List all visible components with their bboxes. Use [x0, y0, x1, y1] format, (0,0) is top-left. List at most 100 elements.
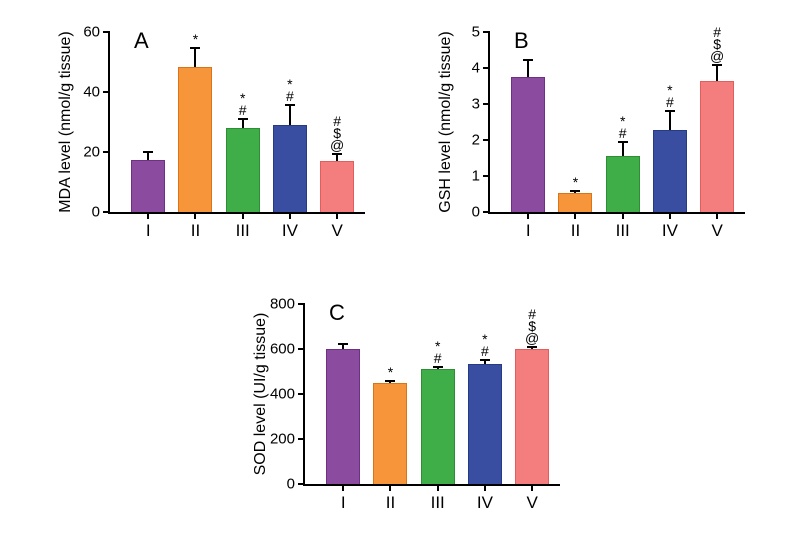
x-tick-label: IV — [282, 212, 298, 241]
error-bar-cap — [190, 47, 200, 49]
panel-letter: B — [514, 28, 529, 54]
x-tick-label: III — [616, 212, 630, 241]
bar — [468, 364, 502, 484]
bar — [273, 125, 307, 212]
y-tick-label: 40 — [83, 84, 110, 101]
panel-letter: C — [329, 300, 345, 326]
y-tick-label: 0 — [472, 204, 490, 221]
bar — [326, 349, 360, 484]
y-tick-label: 0 — [92, 204, 110, 221]
plot-area: 0204060MDA level (nmol/g tissue)AIII*III… — [108, 32, 365, 214]
panel-b: 012345GSH level (nmol/g tissue)BIII*III*… — [420, 10, 770, 250]
significance-symbol: @ — [525, 332, 539, 344]
bar — [178, 67, 212, 213]
y-tick-label: 3 — [472, 96, 490, 113]
x-tick-label: V — [711, 212, 722, 241]
significance-label: #$@ — [525, 308, 539, 344]
significance-label: *# — [286, 78, 294, 102]
y-tick-label: 200 — [270, 431, 305, 448]
error-bar-cap — [712, 64, 722, 66]
panel-letter: A — [134, 28, 149, 54]
error-bar-cap — [527, 346, 537, 348]
significance-symbol: * — [388, 366, 393, 378]
bar — [511, 77, 545, 212]
significance-label: *# — [239, 92, 247, 116]
error-bar — [289, 104, 291, 125]
x-tick-label: III — [236, 212, 250, 241]
figure: 0204060MDA level (nmol/g tissue)AIII*III… — [0, 0, 800, 534]
bar — [373, 383, 407, 484]
error-bar-cap — [570, 190, 580, 192]
error-bar-cap — [285, 104, 295, 106]
bar — [515, 349, 549, 484]
significance-label: * — [573, 176, 578, 188]
error-bar — [716, 64, 718, 80]
bar — [421, 369, 455, 484]
panel-a: 0204060MDA level (nmol/g tissue)AIII*III… — [30, 10, 380, 250]
significance-label: *# — [666, 84, 674, 108]
error-bar-cap — [338, 343, 348, 345]
x-tick-label: V — [331, 212, 342, 241]
significance-symbol: * — [573, 176, 578, 188]
significance-label: *# — [434, 340, 442, 364]
bar — [653, 130, 687, 212]
bar — [558, 193, 592, 212]
significance-symbol: # — [666, 96, 674, 108]
significance-symbol: @ — [710, 50, 724, 62]
y-tick-label: 4 — [472, 60, 490, 77]
error-bar-cap — [480, 359, 490, 361]
bar — [226, 128, 260, 212]
bar — [320, 161, 354, 212]
x-tick-label: I — [146, 212, 151, 241]
significance-symbol: @ — [330, 139, 344, 151]
x-tick-label: V — [526, 484, 537, 513]
error-bar-cap — [143, 151, 153, 153]
error-bar — [622, 141, 624, 156]
significance-symbol: # — [286, 90, 294, 102]
bar — [606, 156, 640, 212]
significance-label: *# — [481, 333, 489, 357]
y-tick-label: 800 — [270, 296, 305, 313]
y-axis-label: MDA level (nmol/g tissue) — [57, 31, 75, 212]
y-tick-label: 5 — [472, 24, 490, 41]
y-tick-label: 60 — [83, 24, 110, 41]
y-tick-label: 400 — [270, 386, 305, 403]
error-bar-cap — [618, 141, 628, 143]
significance-label: *# — [619, 115, 627, 139]
x-tick-label: IV — [477, 484, 493, 513]
error-bar — [194, 47, 196, 67]
error-bar — [669, 110, 671, 130]
plot-area: 012345GSH level (nmol/g tissue)BIII*III*… — [488, 32, 745, 214]
significance-symbol: # — [239, 104, 247, 116]
error-bar-cap — [238, 118, 248, 120]
y-axis-label: GSH level (nmol/g tissue) — [437, 31, 455, 212]
plot-area: 0200400600800SOD level (UI/g tissue)CIII… — [303, 304, 560, 486]
bar — [700, 81, 734, 212]
significance-symbol: # — [434, 352, 442, 364]
y-axis-label: SOD level (UI/g tissue) — [252, 313, 270, 476]
significance-symbol: # — [481, 345, 489, 357]
x-tick-label: IV — [662, 212, 678, 241]
error-bar-cap — [523, 59, 533, 61]
panel-c: 0200400600800SOD level (UI/g tissue)CIII… — [215, 282, 585, 522]
error-bar — [527, 59, 529, 77]
significance-symbol: * — [193, 33, 198, 45]
significance-label: #$@ — [330, 115, 344, 151]
error-bar-cap — [332, 153, 342, 155]
x-tick-label: I — [526, 212, 531, 241]
y-tick-label: 2 — [472, 132, 490, 149]
x-tick-label: II — [386, 484, 395, 513]
error-bar-cap — [433, 366, 443, 368]
y-tick-label: 600 — [270, 341, 305, 358]
significance-label: * — [193, 33, 198, 45]
error-bar-cap — [385, 380, 395, 382]
significance-symbol: # — [619, 127, 627, 139]
y-tick-label: 20 — [83, 144, 110, 161]
bar — [131, 160, 165, 213]
x-tick-label: I — [341, 484, 346, 513]
error-bar-cap — [665, 110, 675, 112]
y-tick-label: 0 — [287, 476, 305, 493]
y-tick-label: 1 — [472, 168, 490, 185]
x-tick-label: III — [431, 484, 445, 513]
x-tick-label: II — [571, 212, 580, 241]
